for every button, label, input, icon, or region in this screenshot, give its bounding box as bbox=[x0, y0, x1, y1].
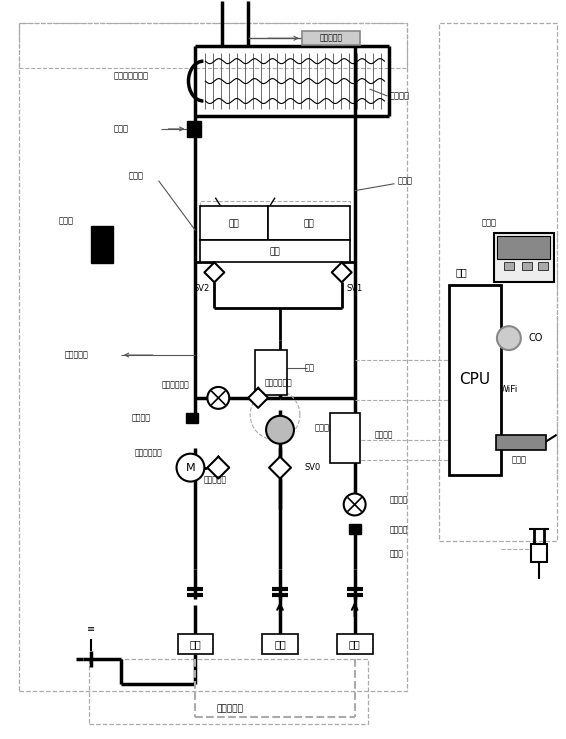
Text: 分段电磁阀: 分段电磁阀 bbox=[64, 350, 88, 360]
Text: 显示板: 显示板 bbox=[482, 218, 496, 227]
Circle shape bbox=[344, 494, 366, 515]
Bar bbox=[200, 240, 350, 262]
Bar bbox=[200, 205, 268, 240]
Text: 普通管水流量: 普通管水流量 bbox=[162, 381, 190, 389]
Circle shape bbox=[497, 326, 521, 350]
Text: 燃烧器: 燃烧器 bbox=[397, 176, 413, 185]
Polygon shape bbox=[207, 457, 229, 479]
Bar bbox=[330, 413, 359, 463]
Bar bbox=[522, 262, 532, 270]
Bar bbox=[178, 634, 213, 654]
Text: 普通步进电机: 普通步进电机 bbox=[265, 378, 293, 387]
Text: WiFi: WiFi bbox=[500, 386, 518, 395]
Text: 温度熔断器: 温度熔断器 bbox=[319, 34, 342, 43]
Text: 热交换器: 热交换器 bbox=[389, 92, 409, 101]
Bar bbox=[496, 435, 546, 450]
Text: M: M bbox=[186, 463, 195, 473]
Bar bbox=[91, 225, 113, 263]
Polygon shape bbox=[248, 388, 268, 408]
Text: 外循环水路: 外循环水路 bbox=[217, 704, 244, 713]
Text: 三段: 三段 bbox=[269, 247, 280, 256]
Text: 防干烧安全装置: 防干烧安全装置 bbox=[113, 72, 148, 81]
Polygon shape bbox=[269, 457, 291, 479]
Text: CPU: CPU bbox=[460, 372, 491, 387]
Text: SV0: SV0 bbox=[305, 463, 321, 472]
Text: SV1: SV1 bbox=[346, 284, 363, 293]
Bar bbox=[200, 200, 350, 205]
Polygon shape bbox=[204, 262, 224, 282]
Text: 进气: 进气 bbox=[274, 639, 286, 649]
Text: 出水: 出水 bbox=[190, 639, 201, 649]
Bar bbox=[268, 205, 350, 240]
Circle shape bbox=[207, 387, 229, 409]
Text: 进水流量: 进水流量 bbox=[389, 495, 408, 504]
Bar bbox=[186, 413, 199, 423]
Bar bbox=[439, 24, 556, 542]
Bar bbox=[255, 350, 287, 395]
Circle shape bbox=[177, 454, 204, 482]
Bar bbox=[497, 236, 550, 259]
Bar bbox=[302, 31, 359, 45]
Text: 点火器: 点火器 bbox=[58, 216, 74, 225]
Text: 电磁阀主阀: 电磁阀主阀 bbox=[204, 475, 227, 484]
Bar bbox=[538, 262, 548, 270]
Text: 水量伺服电机: 水量伺服电机 bbox=[135, 448, 162, 457]
Text: 一段: 一段 bbox=[303, 219, 314, 228]
Bar bbox=[19, 24, 408, 68]
Bar bbox=[349, 525, 361, 534]
Text: 进水网: 进水网 bbox=[389, 550, 404, 559]
Bar bbox=[504, 262, 514, 270]
Text: 风机: 风机 bbox=[305, 364, 315, 372]
Text: CO: CO bbox=[529, 333, 543, 343]
Polygon shape bbox=[332, 262, 351, 282]
Bar bbox=[187, 121, 201, 137]
Text: 点火针: 点火针 bbox=[128, 171, 143, 180]
Text: 遥控器: 遥控器 bbox=[511, 455, 526, 464]
Text: 热交感: 热交感 bbox=[113, 124, 128, 134]
Text: 进水: 进水 bbox=[349, 639, 361, 649]
Text: SV2: SV2 bbox=[193, 284, 209, 293]
Bar bbox=[262, 634, 298, 654]
Text: 进水温度: 进水温度 bbox=[389, 525, 408, 534]
Text: 二段: 二段 bbox=[229, 219, 239, 228]
Text: ≡: ≡ bbox=[87, 624, 95, 634]
Text: 主板: 主板 bbox=[455, 268, 467, 277]
Circle shape bbox=[266, 416, 294, 443]
Bar bbox=[531, 545, 547, 562]
Bar bbox=[89, 659, 367, 723]
Bar bbox=[337, 634, 372, 654]
Bar bbox=[494, 233, 554, 282]
Text: 出水温度: 出水温度 bbox=[131, 413, 150, 422]
Text: 比例阀: 比例阀 bbox=[315, 423, 330, 432]
Bar bbox=[19, 24, 408, 691]
Bar bbox=[449, 285, 501, 474]
Text: 循环水泵: 循环水泵 bbox=[375, 430, 393, 439]
